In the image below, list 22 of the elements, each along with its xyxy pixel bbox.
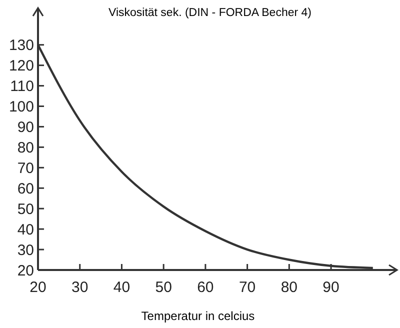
chart-title: Viskosität sek. (DIN - FORDA Becher 4) [108,7,312,19]
y-tick-label: 130 [8,37,34,54]
y-tick-label: 100 [8,98,34,116]
x-axis-title: Temperatur in celcius [141,309,255,323]
x-tick-label: 20 [30,279,46,296]
y-tick-label: 40 [17,221,34,238]
y-tick-label: 90 [17,118,34,136]
x-tick-label: 60 [197,279,214,296]
y-tick-label: 120 [8,58,34,75]
y-tick-label: 50 [17,200,34,218]
y-tick-label: 70 [17,160,34,177]
y-tick-label: 20 [17,262,34,280]
x-tick-label: 30 [72,279,88,296]
x-tick-label: 70 [238,279,256,296]
x-tick-label: 90 [322,279,340,296]
y-tick-label: 60 [17,180,34,198]
y-tick-label: 110 [10,78,34,96]
x-tick-label: 50 [155,279,172,296]
y-tick-label: 80 [17,139,34,156]
x-tick-label: 80 [280,279,298,296]
x-tick-label: 40 [113,279,130,296]
y-tick-label: 30 [17,242,34,259]
